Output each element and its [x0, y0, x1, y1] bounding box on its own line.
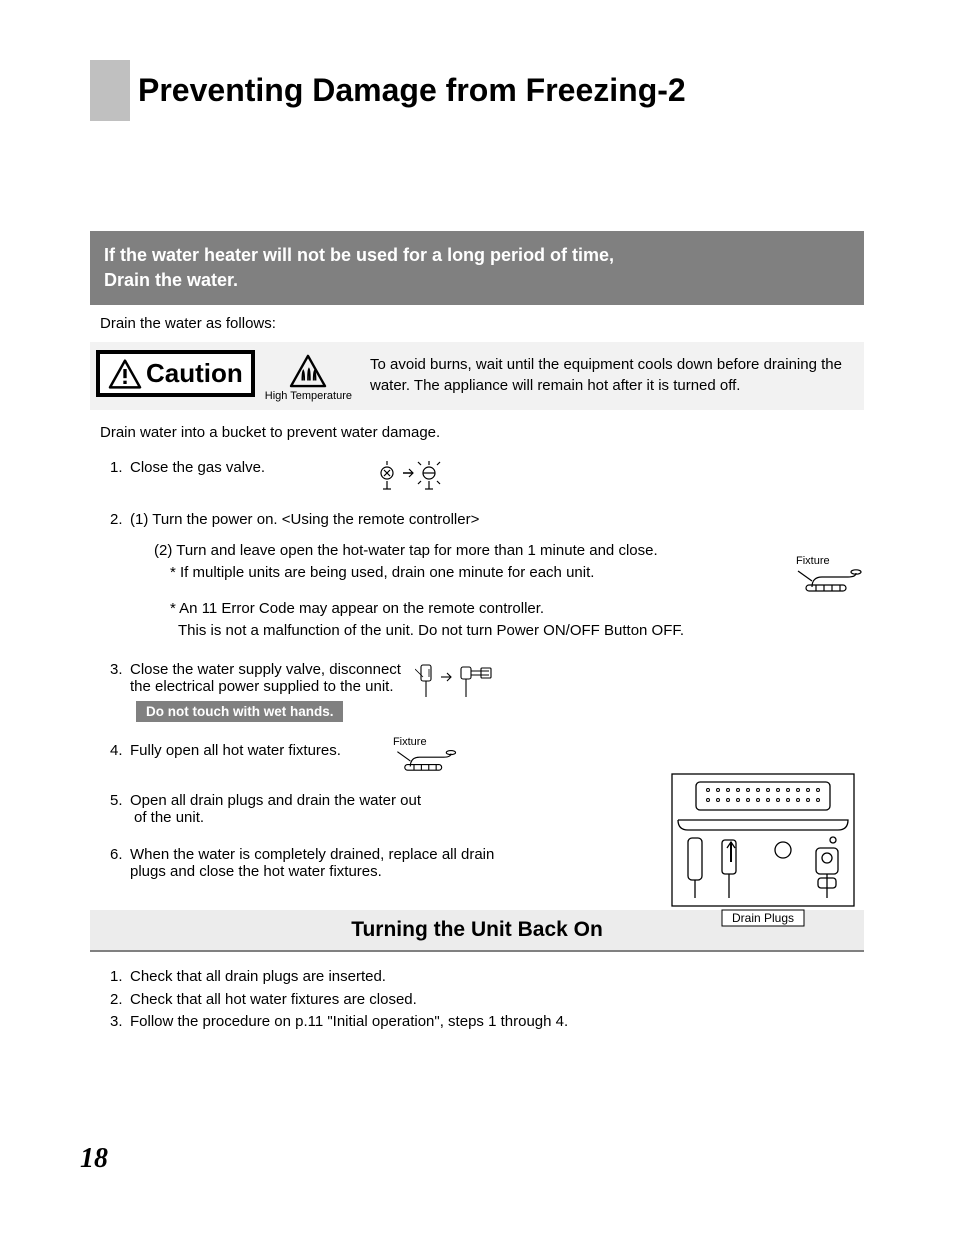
caution-box: Caution	[96, 350, 255, 397]
title-accent-block	[90, 60, 130, 121]
step-2b-text: (2) Turn and leave open the hot-water ta…	[154, 540, 864, 562]
faucet-icon	[794, 567, 864, 593]
drain-plugs-diagram: Drain Plugs	[668, 770, 858, 930]
back-step-3-text: Follow the procedure on p.11 "Initial op…	[130, 1013, 568, 1030]
gas-valve-icon	[375, 459, 445, 491]
wet-hands-warning: Do not touch with wet hands.	[136, 701, 343, 722]
step-number: 4.	[110, 742, 123, 759]
step-5b-text: of the unit.	[134, 809, 204, 826]
step-2c1-text: * An 11 Error Code may appear on the rem…	[170, 598, 864, 620]
step-number: 6.	[110, 846, 123, 863]
back-step-2-text: Check that all hot water fixtures are cl…	[130, 991, 417, 1008]
step-2c2-text: This is not a malfunction of the unit. D…	[178, 620, 864, 642]
back-step-1-text: Check that all drain plugs are inserted.	[130, 968, 386, 985]
section-header-line1: If the water heater will not be used for…	[104, 243, 850, 268]
step-2b-note: * If multiple units are being used, drai…	[170, 562, 864, 584]
fixture-diagram-2: Fixture	[391, 736, 461, 772]
step-4-text: Fully open all hot water fixtures.	[130, 742, 341, 759]
plug-disconnect-icon	[415, 661, 495, 701]
step-1: 1. Close the gas valve.	[110, 459, 864, 491]
title-row: Preventing Damage from Freezing-2	[90, 60, 864, 121]
back-step-3: 3.Follow the procedure on p.11 "Initial …	[110, 1011, 864, 1034]
page-number: 18	[80, 1143, 108, 1175]
section-header-bar: If the water heater will not be used for…	[90, 231, 864, 305]
back-step-2: 2.Check that all hot water fixtures are …	[110, 989, 864, 1012]
step-3: 3. Close the water supply valve, disconn…	[110, 661, 864, 722]
faucet-icon	[391, 748, 461, 772]
caution-panel: Caution High Temperature To avoid burns,…	[90, 342, 864, 410]
step-4: 4. Fully open all hot water fixtures. Fi…	[110, 742, 864, 772]
intro-text: Drain the water as follows:	[100, 315, 864, 332]
fixture-diagram-1: Fixture	[794, 555, 864, 593]
step-6a-text: When the water is completely drained, re…	[130, 846, 494, 863]
step-3b-text: the electrical power supplied to the uni…	[130, 678, 401, 695]
bucket-instruction: Drain water into a bucket to prevent wat…	[100, 424, 864, 441]
section-header-line2: Drain the water.	[104, 268, 850, 293]
warning-triangle-icon	[108, 359, 142, 389]
step-number: 1.	[110, 459, 123, 476]
drain-plugs-label: Drain Plugs	[732, 911, 794, 925]
step-6b-text: plugs and close the hot water fixtures.	[130, 863, 382, 880]
step-number: 2.	[110, 511, 123, 528]
caution-label: Caution	[146, 358, 243, 389]
step-number: 5.	[110, 792, 123, 809]
high-temperature-icon	[288, 354, 328, 388]
caution-body-text: To avoid burns, wait until the equipment…	[370, 350, 854, 396]
high-temp-label: High Temperature	[265, 390, 352, 402]
high-temp-block: High Temperature	[265, 354, 352, 402]
step-number: 3.	[110, 661, 123, 678]
step-2: 2. (1) Turn the power on. <Using the rem…	[110, 511, 864, 641]
page-title: Preventing Damage from Freezing-2	[138, 60, 686, 121]
step-1-text: Close the gas valve.	[130, 459, 265, 476]
fixture-label: Fixture	[393, 736, 427, 748]
step-3a-text: Close the water supply valve, disconnect	[130, 661, 401, 678]
step-5a-text: Open all drain plugs and drain the water…	[130, 792, 421, 809]
fixture-label: Fixture	[796, 555, 830, 567]
back-on-steps-list: 1.Check that all drain plugs are inserte…	[110, 966, 864, 1034]
step-2a-text: (1) Turn the power on. <Using the remote…	[130, 511, 479, 528]
back-step-1: 1.Check that all drain plugs are inserte…	[110, 966, 864, 989]
